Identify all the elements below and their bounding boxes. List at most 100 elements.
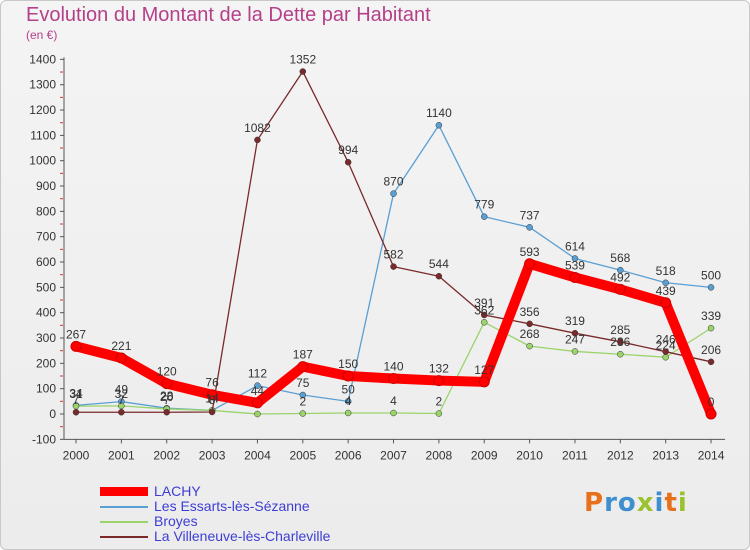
legend-label-la-villeneuve: La Villeneuve-lès-Charleville <box>154 528 331 544</box>
x-tick-label: 2002 <box>153 448 180 462</box>
data-label: 112 <box>248 367 267 381</box>
data-point-lachy <box>569 271 581 283</box>
data-point-broyes <box>118 402 125 410</box>
data-label: 994 <box>338 143 358 157</box>
data-point-lachy <box>206 389 218 401</box>
data-label: 247 <box>565 332 585 346</box>
x-tick-label: 2012 <box>607 448 634 462</box>
data-point-les-essarts-les-sezanne <box>617 266 624 274</box>
data-label: 356 <box>520 305 540 319</box>
chart-subtitle: (en €) <box>26 28 58 42</box>
data-label: 593 <box>520 245 540 259</box>
y-tick-label: 1200 <box>29 103 56 117</box>
data-label: 7 <box>163 393 170 407</box>
data-label: 518 <box>656 264 676 278</box>
legend-label-broyes: Broyes <box>154 513 198 529</box>
data-label: 439 <box>656 284 676 298</box>
data-point-lachy <box>433 375 445 387</box>
data-label: 4 <box>345 394 352 408</box>
data-point-lachy <box>524 258 536 270</box>
data-label: 339 <box>701 309 721 323</box>
data-point-broyes <box>526 342 533 350</box>
data-label: 582 <box>384 248 404 262</box>
data-label: 224 <box>656 338 676 352</box>
data-label: 4 <box>390 394 397 408</box>
data-point-lachy <box>115 352 127 364</box>
y-tick-label: 1000 <box>29 154 56 168</box>
data-point-les-essarts-les-sezanne <box>254 382 261 389</box>
x-tick-label: 2009 <box>471 448 498 462</box>
data-label: 75 <box>296 376 310 390</box>
data-point-broyes <box>617 350 624 358</box>
line-chart: -100010020030040050060070080090010001100… <box>29 52 726 462</box>
data-point-la-villeneuve-les-charleville <box>707 358 715 366</box>
proxiti-logo: Proxiti <box>584 488 688 518</box>
logo-letter: P <box>584 488 605 518</box>
data-point-les-essarts-les-sezanne <box>571 255 579 262</box>
data-label: 870 <box>384 175 404 189</box>
data-label: 285 <box>610 323 630 337</box>
data-label: 568 <box>610 251 630 265</box>
data-label: 391 <box>474 296 494 310</box>
data-point-broyes <box>707 324 715 332</box>
x-tick-label: 2005 <box>289 448 316 462</box>
y-tick-label: 600 <box>36 255 56 269</box>
x-tick-label: 2004 <box>244 448 271 462</box>
data-point-broyes <box>254 410 261 418</box>
data-point-broyes <box>390 409 397 417</box>
data-label: 206 <box>701 343 721 357</box>
data-label: 50 <box>341 382 355 396</box>
legend-swatch-lachy <box>100 487 148 496</box>
data-point-la-villeneuve-les-charleville <box>480 311 488 319</box>
data-label: 150 <box>338 357 358 371</box>
legend-swatch-broyes <box>100 521 148 523</box>
y-tick-label: 800 <box>36 204 56 218</box>
data-label: 539 <box>565 258 585 272</box>
data-label: 132 <box>429 362 449 376</box>
data-label: 31 <box>69 387 83 401</box>
data-label: 319 <box>565 314 585 328</box>
x-tick-label: 2014 <box>698 448 725 462</box>
data-label: 140 <box>384 360 404 374</box>
data-label: 1352 <box>289 53 316 67</box>
data-point-broyes <box>435 410 443 417</box>
data-point-la-villeneuve-les-charleville <box>571 329 579 337</box>
data-label: 500 <box>701 268 721 282</box>
data-label: 7 <box>73 393 80 407</box>
x-tick-label: 2000 <box>63 448 90 462</box>
y-tick-label: 900 <box>36 179 56 193</box>
data-point-les-essarts-les-sezanne <box>390 190 397 197</box>
legend-label-lachy: LACHY <box>154 483 201 499</box>
x-tick-label: 2007 <box>380 448 407 462</box>
data-label: 737 <box>520 208 540 222</box>
y-tick-label: 100 <box>36 382 56 396</box>
data-label: 49 <box>115 383 129 397</box>
data-point-la-villeneuve-les-charleville <box>344 158 352 166</box>
data-label: 76 <box>205 376 219 390</box>
data-label: 544 <box>429 257 449 271</box>
data-label: 246 <box>656 333 676 347</box>
data-label: 1082 <box>244 121 271 135</box>
data-point-la-villeneuve-les-charleville <box>662 348 669 355</box>
data-point-la-villeneuve-les-charleville <box>299 68 307 75</box>
y-tick-label: 200 <box>36 356 56 370</box>
data-label: 362 <box>474 303 494 317</box>
y-tick-label: -100 <box>32 432 56 446</box>
data-point-lachy <box>388 373 400 385</box>
y-tick-label: 500 <box>36 280 56 294</box>
data-point-la-villeneuve-les-charleville <box>208 408 216 416</box>
y-tick-label: 1400 <box>29 52 56 66</box>
data-label: 23 <box>160 389 174 403</box>
data-point-broyes <box>299 410 307 417</box>
x-tick-label: 2011 <box>562 448 588 462</box>
legend-swatch-la-villeneuve <box>100 536 148 538</box>
data-label: 268 <box>520 327 540 341</box>
data-label: 614 <box>565 239 585 253</box>
y-tick-label: 0 <box>49 407 56 421</box>
data-point-broyes <box>344 409 352 417</box>
y-tick-label: 400 <box>36 306 56 320</box>
data-label: 34 <box>69 386 83 400</box>
data-point-lachy <box>161 378 173 390</box>
data-point-broyes <box>571 348 579 355</box>
logo-letter: i <box>654 488 665 518</box>
